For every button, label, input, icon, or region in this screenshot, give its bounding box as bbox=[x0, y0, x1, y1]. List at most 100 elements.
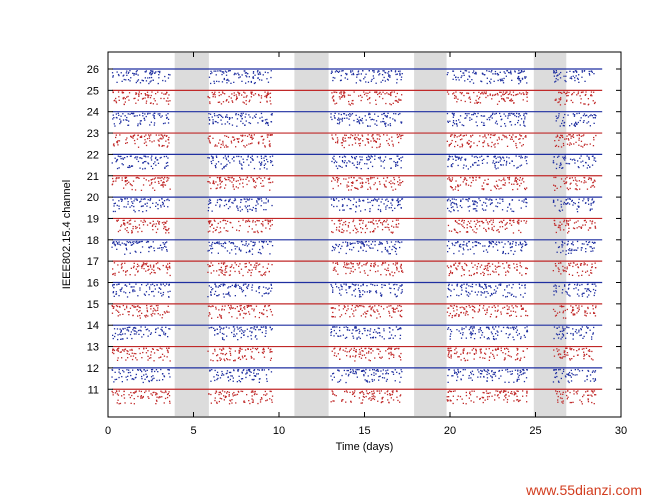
activity-dot bbox=[386, 306, 388, 308]
activity-dot bbox=[396, 82, 398, 84]
activity-dot bbox=[581, 71, 583, 73]
activity-dot bbox=[401, 291, 403, 293]
activity-dot bbox=[469, 101, 472, 103]
activity-dot bbox=[356, 73, 359, 76]
activity-dot bbox=[345, 164, 347, 167]
activity-dot bbox=[574, 314, 576, 316]
activity-dot bbox=[386, 249, 389, 251]
activity-dot bbox=[480, 294, 482, 296]
activity-dot bbox=[591, 115, 593, 117]
activity-dot bbox=[396, 136, 399, 138]
activity-dot bbox=[521, 245, 524, 247]
activity-dot bbox=[472, 82, 475, 84]
activity-dot bbox=[384, 284, 386, 286]
activity-dot bbox=[376, 134, 378, 136]
activity-dot bbox=[385, 180, 387, 182]
activity-dot bbox=[270, 160, 272, 162]
activity-dot bbox=[271, 245, 274, 247]
activity-dot bbox=[493, 144, 495, 146]
activity-dot bbox=[483, 91, 485, 93]
activity-dot bbox=[350, 208, 352, 210]
activity-dot bbox=[401, 309, 403, 312]
activity-dot bbox=[485, 249, 488, 251]
activity-dot bbox=[240, 199, 243, 201]
activity-dot bbox=[495, 198, 497, 201]
activity-dot bbox=[472, 241, 474, 244]
activity-dot bbox=[501, 97, 503, 100]
activity-dot bbox=[525, 91, 527, 93]
activity-dot bbox=[458, 314, 460, 316]
activity-dot bbox=[499, 91, 501, 93]
activity-dot bbox=[344, 160, 346, 162]
activity-dot bbox=[481, 188, 483, 190]
activity-dot bbox=[472, 208, 475, 210]
activity-dot bbox=[488, 117, 490, 119]
activity-dot bbox=[163, 93, 165, 95]
activity-dot bbox=[165, 226, 167, 228]
activity-dot bbox=[144, 93, 146, 95]
activity-dot bbox=[158, 334, 160, 336]
activity-dot bbox=[582, 160, 584, 162]
activity-dot bbox=[346, 292, 348, 294]
activity-dot bbox=[565, 250, 567, 252]
activity-dot bbox=[145, 160, 147, 163]
activity-dot bbox=[503, 159, 505, 162]
activity-dot bbox=[215, 204, 217, 206]
activity-dot bbox=[450, 164, 453, 166]
activity-dot bbox=[112, 291, 115, 293]
activity-dot bbox=[377, 71, 379, 73]
activity-dot bbox=[139, 287, 141, 289]
activity-dot bbox=[595, 134, 597, 137]
activity-dot bbox=[344, 306, 346, 308]
activity-dot bbox=[245, 312, 247, 315]
activity-dot bbox=[161, 317, 163, 319]
activity-dot bbox=[383, 183, 385, 186]
activity-dot bbox=[251, 158, 253, 160]
activity-dot bbox=[360, 73, 362, 75]
activity-dot bbox=[590, 250, 592, 252]
activity-dot bbox=[391, 140, 393, 142]
activity-dot bbox=[340, 79, 342, 81]
activity-dot bbox=[520, 231, 522, 234]
activity-dot bbox=[265, 198, 267, 200]
activity-dot bbox=[354, 242, 356, 244]
activity-dot bbox=[241, 94, 243, 96]
activity-dot bbox=[489, 242, 491, 245]
activity-dot bbox=[155, 328, 157, 330]
activity-dot bbox=[359, 161, 361, 163]
activity-dot bbox=[160, 247, 163, 249]
activity-dot bbox=[496, 161, 498, 163]
activity-dot bbox=[251, 198, 253, 200]
activity-dot bbox=[374, 198, 376, 200]
activity-dot bbox=[401, 94, 403, 96]
activity-dot bbox=[553, 200, 555, 202]
activity-dot bbox=[139, 167, 141, 169]
activity-dot bbox=[474, 113, 476, 115]
activity-dot bbox=[451, 165, 453, 168]
activity-dot bbox=[218, 94, 220, 97]
activity-dot bbox=[388, 312, 391, 314]
activity-dot bbox=[340, 142, 343, 144]
activity-dot bbox=[474, 244, 476, 247]
activity-dot bbox=[376, 124, 378, 126]
activity-dot bbox=[342, 241, 344, 244]
activity-dot bbox=[499, 156, 501, 158]
activity-dot bbox=[394, 283, 396, 286]
activity-dot bbox=[333, 199, 335, 201]
activity-dot bbox=[501, 221, 503, 224]
activity-dot bbox=[480, 93, 482, 95]
activity-dot bbox=[231, 181, 233, 183]
activity-dot bbox=[524, 155, 527, 158]
activity-dot bbox=[475, 208, 477, 210]
activity-dot bbox=[371, 177, 373, 179]
activity-dot bbox=[526, 82, 528, 84]
activity-dot bbox=[345, 283, 347, 285]
activity-dot bbox=[212, 288, 214, 290]
activity-dot bbox=[166, 267, 168, 269]
activity-dot bbox=[564, 267, 566, 269]
activity-dot bbox=[576, 77, 579, 79]
activity-dot bbox=[213, 70, 215, 72]
activity-dot bbox=[578, 305, 580, 307]
activity-dot bbox=[360, 231, 362, 234]
activity-dot bbox=[150, 73, 152, 75]
